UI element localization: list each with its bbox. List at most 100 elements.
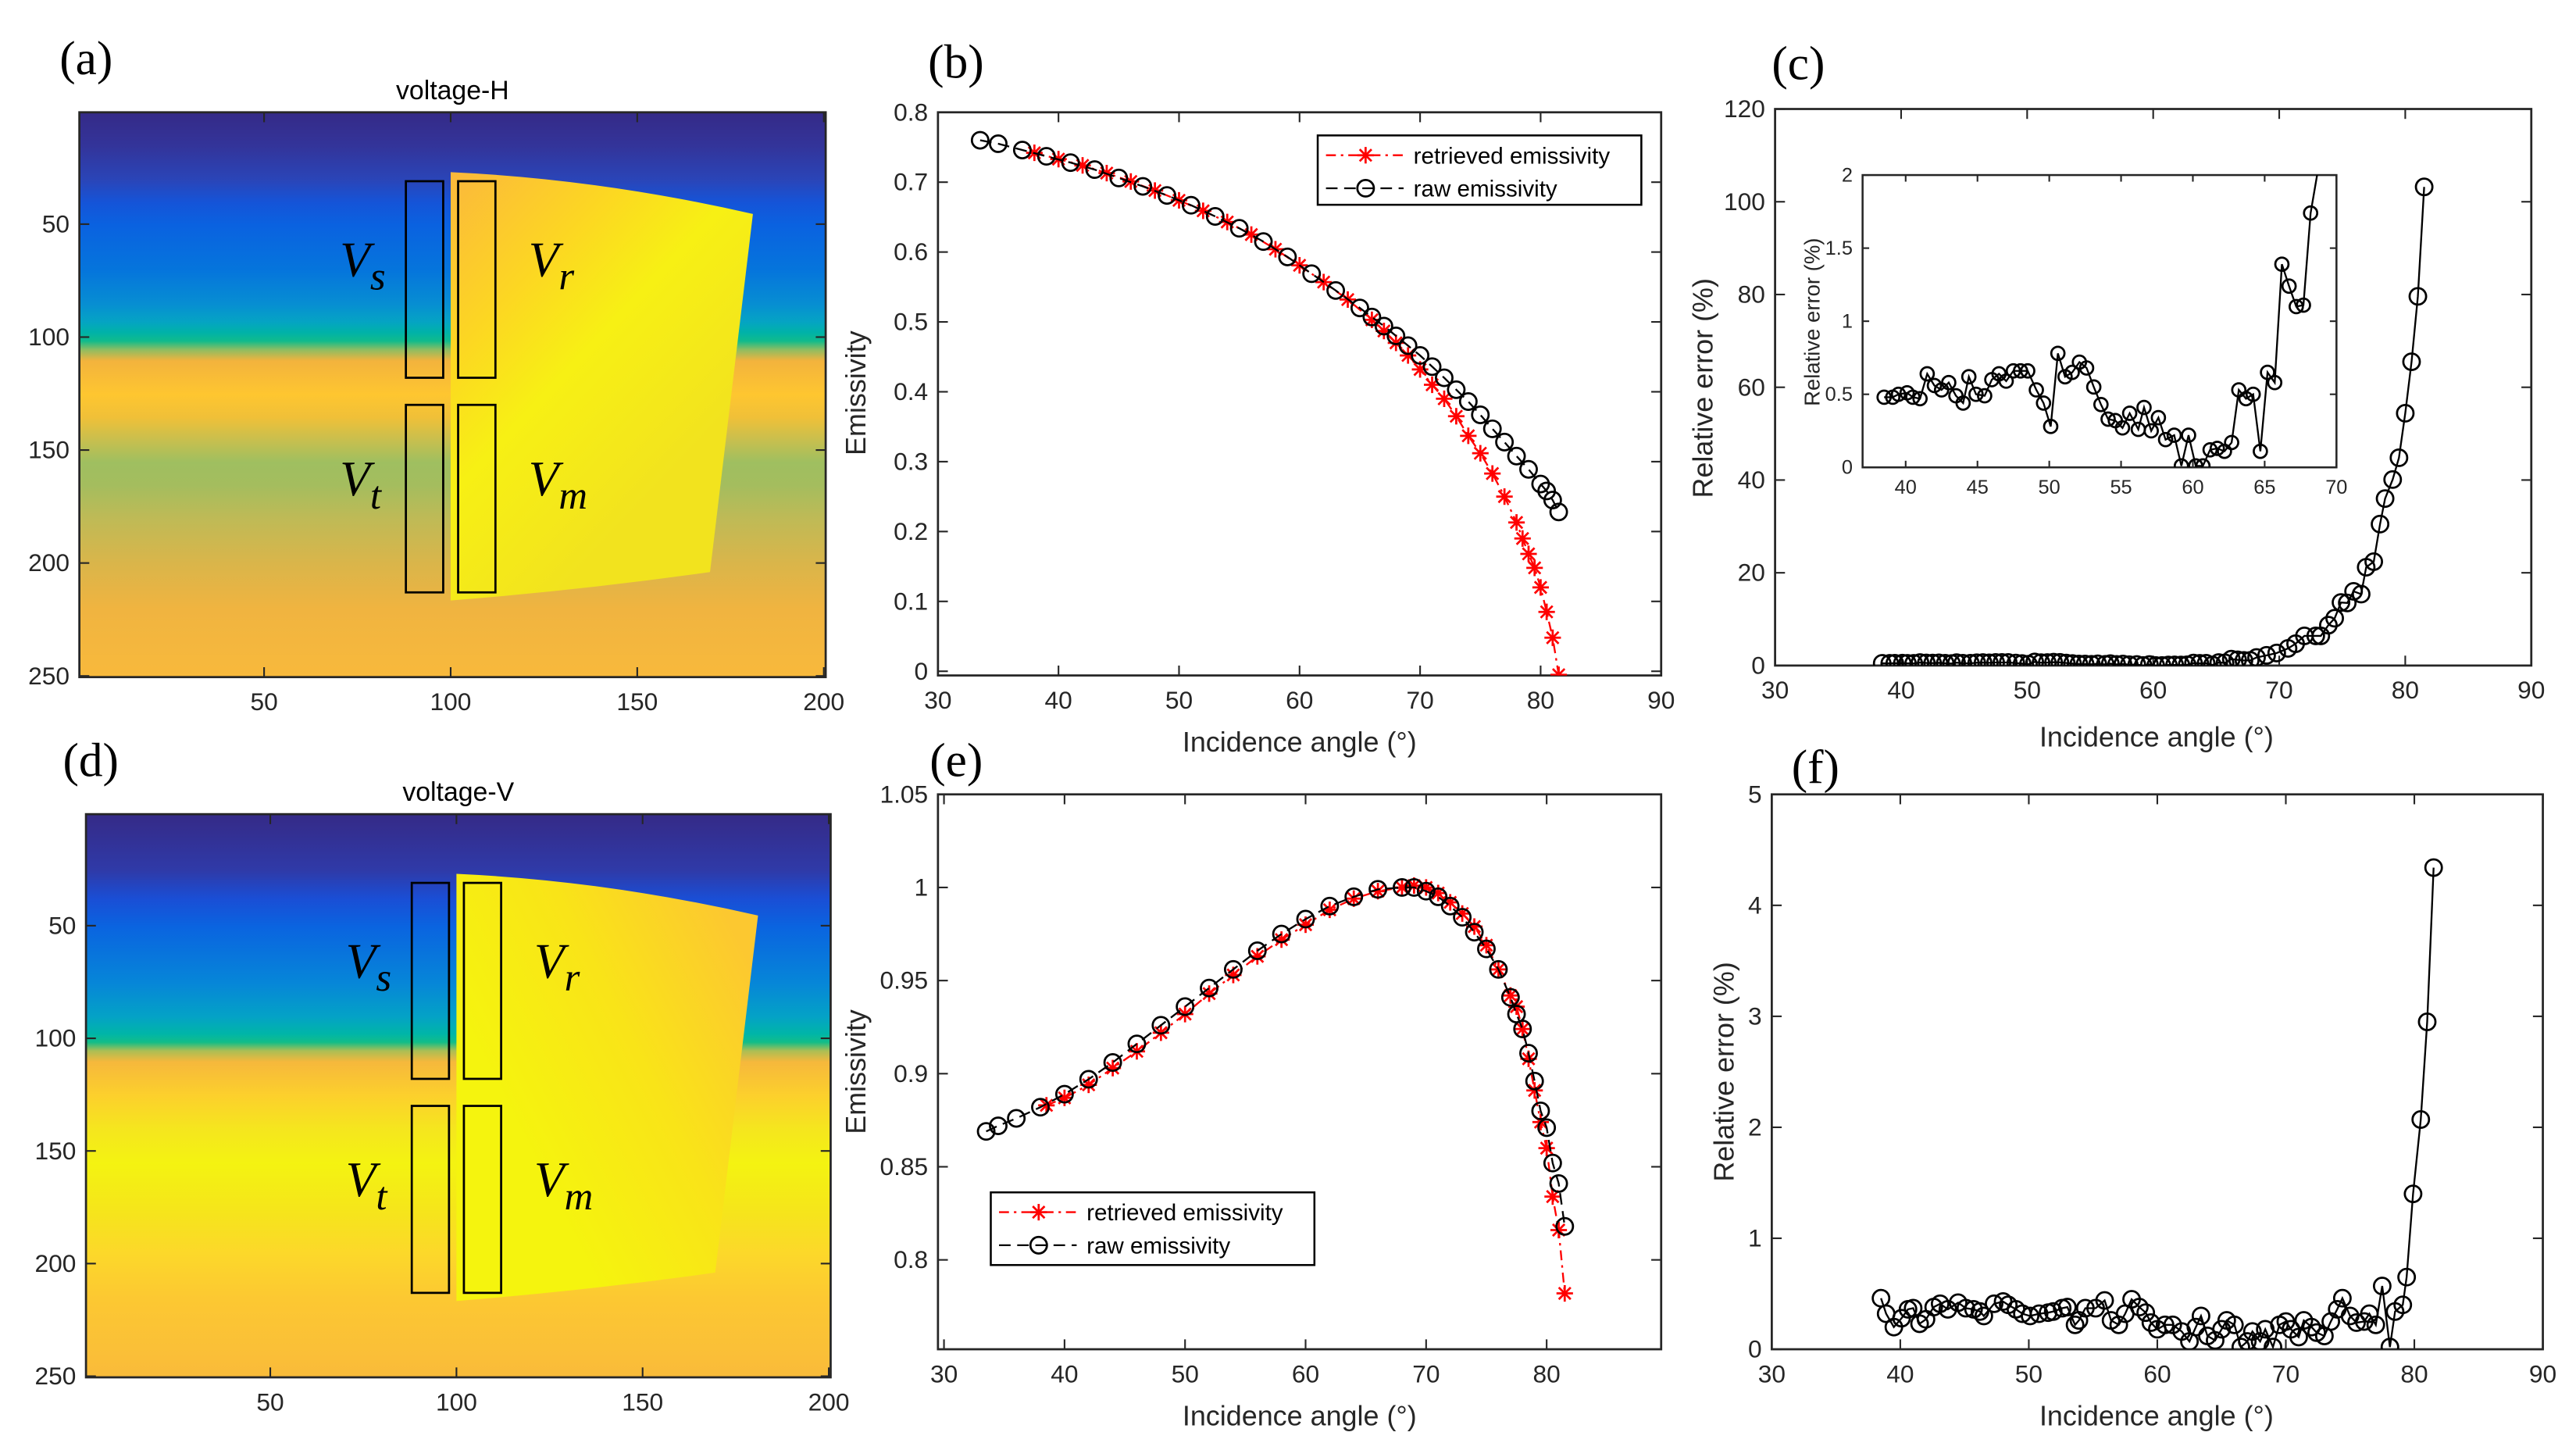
circle-marker <box>1031 1098 1050 1117</box>
circle-marker <box>2095 1291 2114 1310</box>
circle-marker <box>1961 369 1977 385</box>
circle-marker <box>2114 420 2131 436</box>
y-tick-label: 2 <box>1842 165 1853 187</box>
x-axis-label: Incidence angle (°) <box>2039 1399 2274 1431</box>
roi-label-Vr: Vr <box>534 933 580 999</box>
circle-marker <box>2202 441 2218 458</box>
x-tick-label: 90 <box>2517 676 2545 704</box>
x-tick-label: 30 <box>930 1359 958 1388</box>
roi-label-subscript: m <box>558 473 587 517</box>
x-tick-label: 45 <box>1967 477 1989 498</box>
x-tick-label: 60 <box>1292 1359 1319 1388</box>
panel-label-f: (f) <box>1792 741 1839 794</box>
asterisk-marker <box>1514 530 1531 547</box>
circle-marker <box>1158 186 1176 205</box>
circle-marker <box>1513 1020 1532 1039</box>
circle-marker <box>1151 1016 1171 1035</box>
circle-marker <box>2351 584 2371 604</box>
circle-marker <box>1519 1044 1538 1063</box>
circle-marker <box>2069 655 2089 666</box>
roi-box-Vr <box>462 881 502 1080</box>
circle-marker <box>1223 959 1243 979</box>
circle-marker <box>2303 205 2319 221</box>
x-tick-label: 60 <box>1286 686 1313 714</box>
circle-marker <box>2029 1304 2049 1323</box>
legend: retrieved emissivity raw emissivity <box>990 1191 1316 1266</box>
asterisk-marker <box>1520 545 1537 562</box>
circle-marker <box>1974 1306 1993 1326</box>
circle-marker <box>1127 1034 1147 1054</box>
circle-marker <box>2171 655 2191 666</box>
x-tick-label: 80 <box>2392 676 2419 704</box>
asterisk-marker <box>1538 603 1555 620</box>
legend-label: raw emissivity <box>1414 177 1557 202</box>
circle-marker <box>2414 177 2434 197</box>
circle-marker <box>1422 357 1442 377</box>
circle-marker <box>1956 1298 1975 1318</box>
circle-marker <box>1885 653 1904 666</box>
circle-marker <box>1205 207 1225 226</box>
circle-marker <box>1923 653 1943 666</box>
circle-marker <box>1905 389 1921 405</box>
x-tick-label: 100 <box>436 1388 477 1416</box>
circle-marker <box>2184 653 2203 666</box>
y-axis-label: Emissivity <box>840 330 872 455</box>
circle-marker <box>2191 1306 2210 1326</box>
x-tick-label: 40 <box>1045 686 1072 714</box>
y-tick-label: 0.5 <box>894 308 928 336</box>
circle-marker <box>2196 653 2216 666</box>
circle-marker <box>1917 653 1936 666</box>
panel-label-d: (d) <box>62 734 118 788</box>
circle-marker <box>970 130 990 150</box>
circle-marker <box>1362 307 1382 327</box>
circle-marker <box>2078 360 2095 376</box>
y-tick-label: 150 <box>28 436 70 464</box>
circle-marker <box>2114 654 2132 666</box>
circle-marker <box>2228 650 2247 666</box>
circle-marker <box>1296 909 1315 929</box>
circle-marker <box>1471 405 1490 424</box>
roi-label-main: V <box>346 1152 381 1207</box>
x-tick-label: 60 <box>2182 477 2203 498</box>
circle-marker <box>2143 423 2159 439</box>
axes-frame <box>78 111 827 679</box>
panel-label-c: (c) <box>1771 37 1825 90</box>
circle-marker <box>2120 655 2139 666</box>
y-tick-label: 2 <box>1748 1113 1762 1141</box>
circle-marker <box>2260 364 2275 380</box>
circle-marker <box>1941 374 1957 391</box>
circle-marker <box>1953 653 1972 666</box>
circle-marker <box>2209 441 2225 456</box>
circle-marker <box>2264 1338 2282 1350</box>
roi-box-Vs <box>410 881 451 1080</box>
circle-marker <box>2332 593 2351 612</box>
circle-marker <box>2247 648 2266 666</box>
y-tick-label: 0.1 <box>894 587 928 615</box>
circle-marker <box>2035 395 2052 411</box>
circle-marker <box>2043 419 2059 434</box>
circle-marker <box>989 134 1008 153</box>
circle-marker <box>1986 653 2005 666</box>
circle-marker <box>2181 427 2196 443</box>
circle-marker <box>2389 448 2409 467</box>
legend-label: raw emissivity <box>1086 1233 1230 1259</box>
y-tick-label: 150 <box>35 1137 77 1165</box>
asterisk-marker <box>1532 579 1549 596</box>
circle-marker <box>1398 336 1418 355</box>
chart-title: voltage-V <box>402 777 514 807</box>
y-tick-label: 0.3 <box>894 447 928 475</box>
roi-box-Vm <box>462 1105 502 1295</box>
circle-marker <box>1440 896 1460 916</box>
circle-marker <box>2088 654 2107 666</box>
circle-marker <box>1350 298 1369 318</box>
circle-marker <box>2109 1315 2128 1334</box>
circle-marker <box>1447 380 1466 399</box>
x-tick-label: 80 <box>2400 1359 2428 1388</box>
circle-marker <box>1531 1102 1550 1120</box>
circle-marker <box>2338 593 2357 612</box>
y-tick-label: 0.95 <box>879 966 928 995</box>
circle-marker <box>2402 352 2421 372</box>
roi-label-main: V <box>346 933 381 988</box>
circle-marker <box>1416 881 1436 901</box>
